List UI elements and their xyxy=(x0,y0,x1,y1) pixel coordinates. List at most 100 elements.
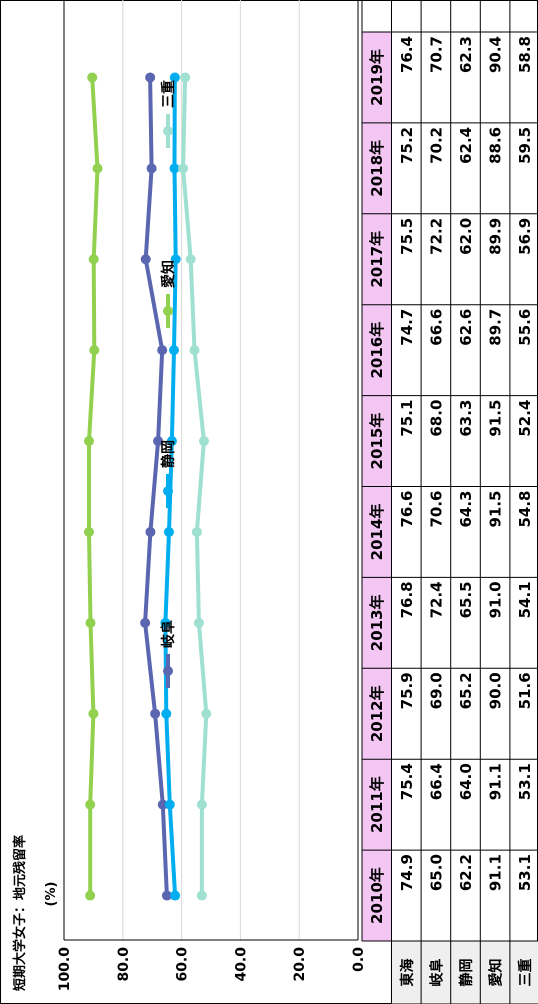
data-point xyxy=(180,72,191,83)
table-cell: 64.0 xyxy=(457,763,475,800)
table-cell: 72.2 xyxy=(427,218,445,255)
data-point xyxy=(85,890,96,901)
table-cell: 56.9 xyxy=(516,218,534,255)
data-point xyxy=(196,799,207,810)
legend-label: 岐阜 xyxy=(160,620,177,648)
table-header-cell: 2013年 xyxy=(368,594,386,651)
legend-label: 三重 xyxy=(160,80,177,108)
y-tick-label: 40.0 xyxy=(233,947,249,982)
table-row-header-band xyxy=(391,941,538,1004)
table-header-cell: 2011年 xyxy=(368,776,386,833)
table-cell: 53.1 xyxy=(516,763,534,800)
table-cell: 54.1 xyxy=(516,581,534,618)
table-cell: 53.1 xyxy=(516,854,534,891)
table-cell: 62.4 xyxy=(457,127,475,164)
data-point xyxy=(169,163,180,174)
legend-swatch-marker xyxy=(163,126,173,136)
table-cell: 90.4 xyxy=(487,36,505,73)
table-cell: 59.5 xyxy=(516,127,534,164)
table-cell: 88.6 xyxy=(487,127,505,164)
chart-title: 短期大学女子：地元残留率 xyxy=(12,835,28,991)
table-cell: 62.3 xyxy=(457,36,475,73)
table-cell: 70.7 xyxy=(427,36,445,73)
data-point xyxy=(88,708,99,719)
table-cell: 76.8 xyxy=(398,581,416,618)
y-tick-label: 80.0 xyxy=(116,947,132,982)
table-cell: 91.5 xyxy=(487,491,505,528)
data-point xyxy=(170,254,181,265)
data-point xyxy=(191,526,202,537)
table-cell: 64.3 xyxy=(457,491,475,528)
table-header-cell: 2014年 xyxy=(368,504,386,561)
table-cell: 75.9 xyxy=(398,672,416,709)
data-point xyxy=(150,708,161,719)
table-cell: 89.9 xyxy=(487,218,505,255)
table-row-header: 岐阜 xyxy=(428,959,445,987)
table-cell: 66.4 xyxy=(427,763,445,800)
data-point xyxy=(89,345,100,356)
table-cell: 62.0 xyxy=(457,218,475,255)
y-axis-unit: (%) xyxy=(44,882,59,907)
table-cell: 90.0 xyxy=(487,672,505,709)
y-tick-label: 60.0 xyxy=(175,947,191,982)
table-header-cell: 2017年 xyxy=(368,231,386,288)
data-point xyxy=(161,708,172,719)
data-point xyxy=(169,72,180,83)
data-point xyxy=(164,799,175,810)
data-point xyxy=(168,345,179,356)
table-cell: 54.8 xyxy=(516,491,534,528)
table-cell: 70.6 xyxy=(427,491,445,528)
table-row-header: 静岡 xyxy=(458,959,475,987)
legend-label: 静岡 xyxy=(160,440,177,468)
table-cell: 91.1 xyxy=(487,854,505,891)
table-cell: 74.7 xyxy=(398,309,416,346)
data-point xyxy=(170,890,181,901)
data-point xyxy=(92,163,103,174)
table-cell: 91.1 xyxy=(487,763,505,800)
table-cell: 58.8 xyxy=(516,36,534,73)
table-header-cell: 2012年 xyxy=(368,685,386,742)
data-point xyxy=(189,345,200,356)
data-point xyxy=(85,617,96,628)
table-cell: 65.2 xyxy=(457,672,475,709)
table-cell: 76.4 xyxy=(398,36,416,73)
table-header-cell: 2019年 xyxy=(368,49,386,106)
table-cell: 52.4 xyxy=(516,400,534,437)
table-cell: 66.6 xyxy=(427,309,445,346)
data-point xyxy=(161,890,172,901)
data-point xyxy=(83,436,94,447)
y-tick-label: 0.0 xyxy=(351,947,367,972)
table-cell: 75.5 xyxy=(398,218,416,255)
data-point xyxy=(85,799,96,810)
data-point xyxy=(160,617,171,628)
table-cell: 51.6 xyxy=(516,672,534,709)
legend-swatch-marker xyxy=(163,666,173,676)
table-cell: 89.7 xyxy=(487,309,505,346)
data-point xyxy=(153,436,164,447)
table-cell: 91.0 xyxy=(487,581,505,618)
table-header-cell: 2015年 xyxy=(368,413,386,470)
data-point xyxy=(193,617,204,628)
table-cell: 70.2 xyxy=(427,127,445,164)
data-point xyxy=(198,436,209,447)
data-point xyxy=(146,163,157,174)
y-tick-label: 100.0 xyxy=(57,947,73,992)
data-point xyxy=(157,799,168,810)
legend-swatch-marker xyxy=(163,486,173,496)
table-cell: 69.0 xyxy=(427,672,445,709)
table-cell: 55.6 xyxy=(516,309,534,346)
series-line-三重 xyxy=(181,77,209,896)
legend-swatch-marker xyxy=(163,306,173,316)
data-point xyxy=(87,72,98,83)
data-point xyxy=(145,72,156,83)
table-header-cell: 2010年 xyxy=(368,867,386,924)
data-point xyxy=(163,526,174,537)
table-cell: 91.5 xyxy=(487,400,505,437)
table-header-cell: 2018年 xyxy=(368,140,386,197)
data-point xyxy=(196,890,207,901)
data-point xyxy=(140,617,151,628)
table-cell: 75.2 xyxy=(398,127,416,164)
table-cell: 63.3 xyxy=(457,400,475,437)
